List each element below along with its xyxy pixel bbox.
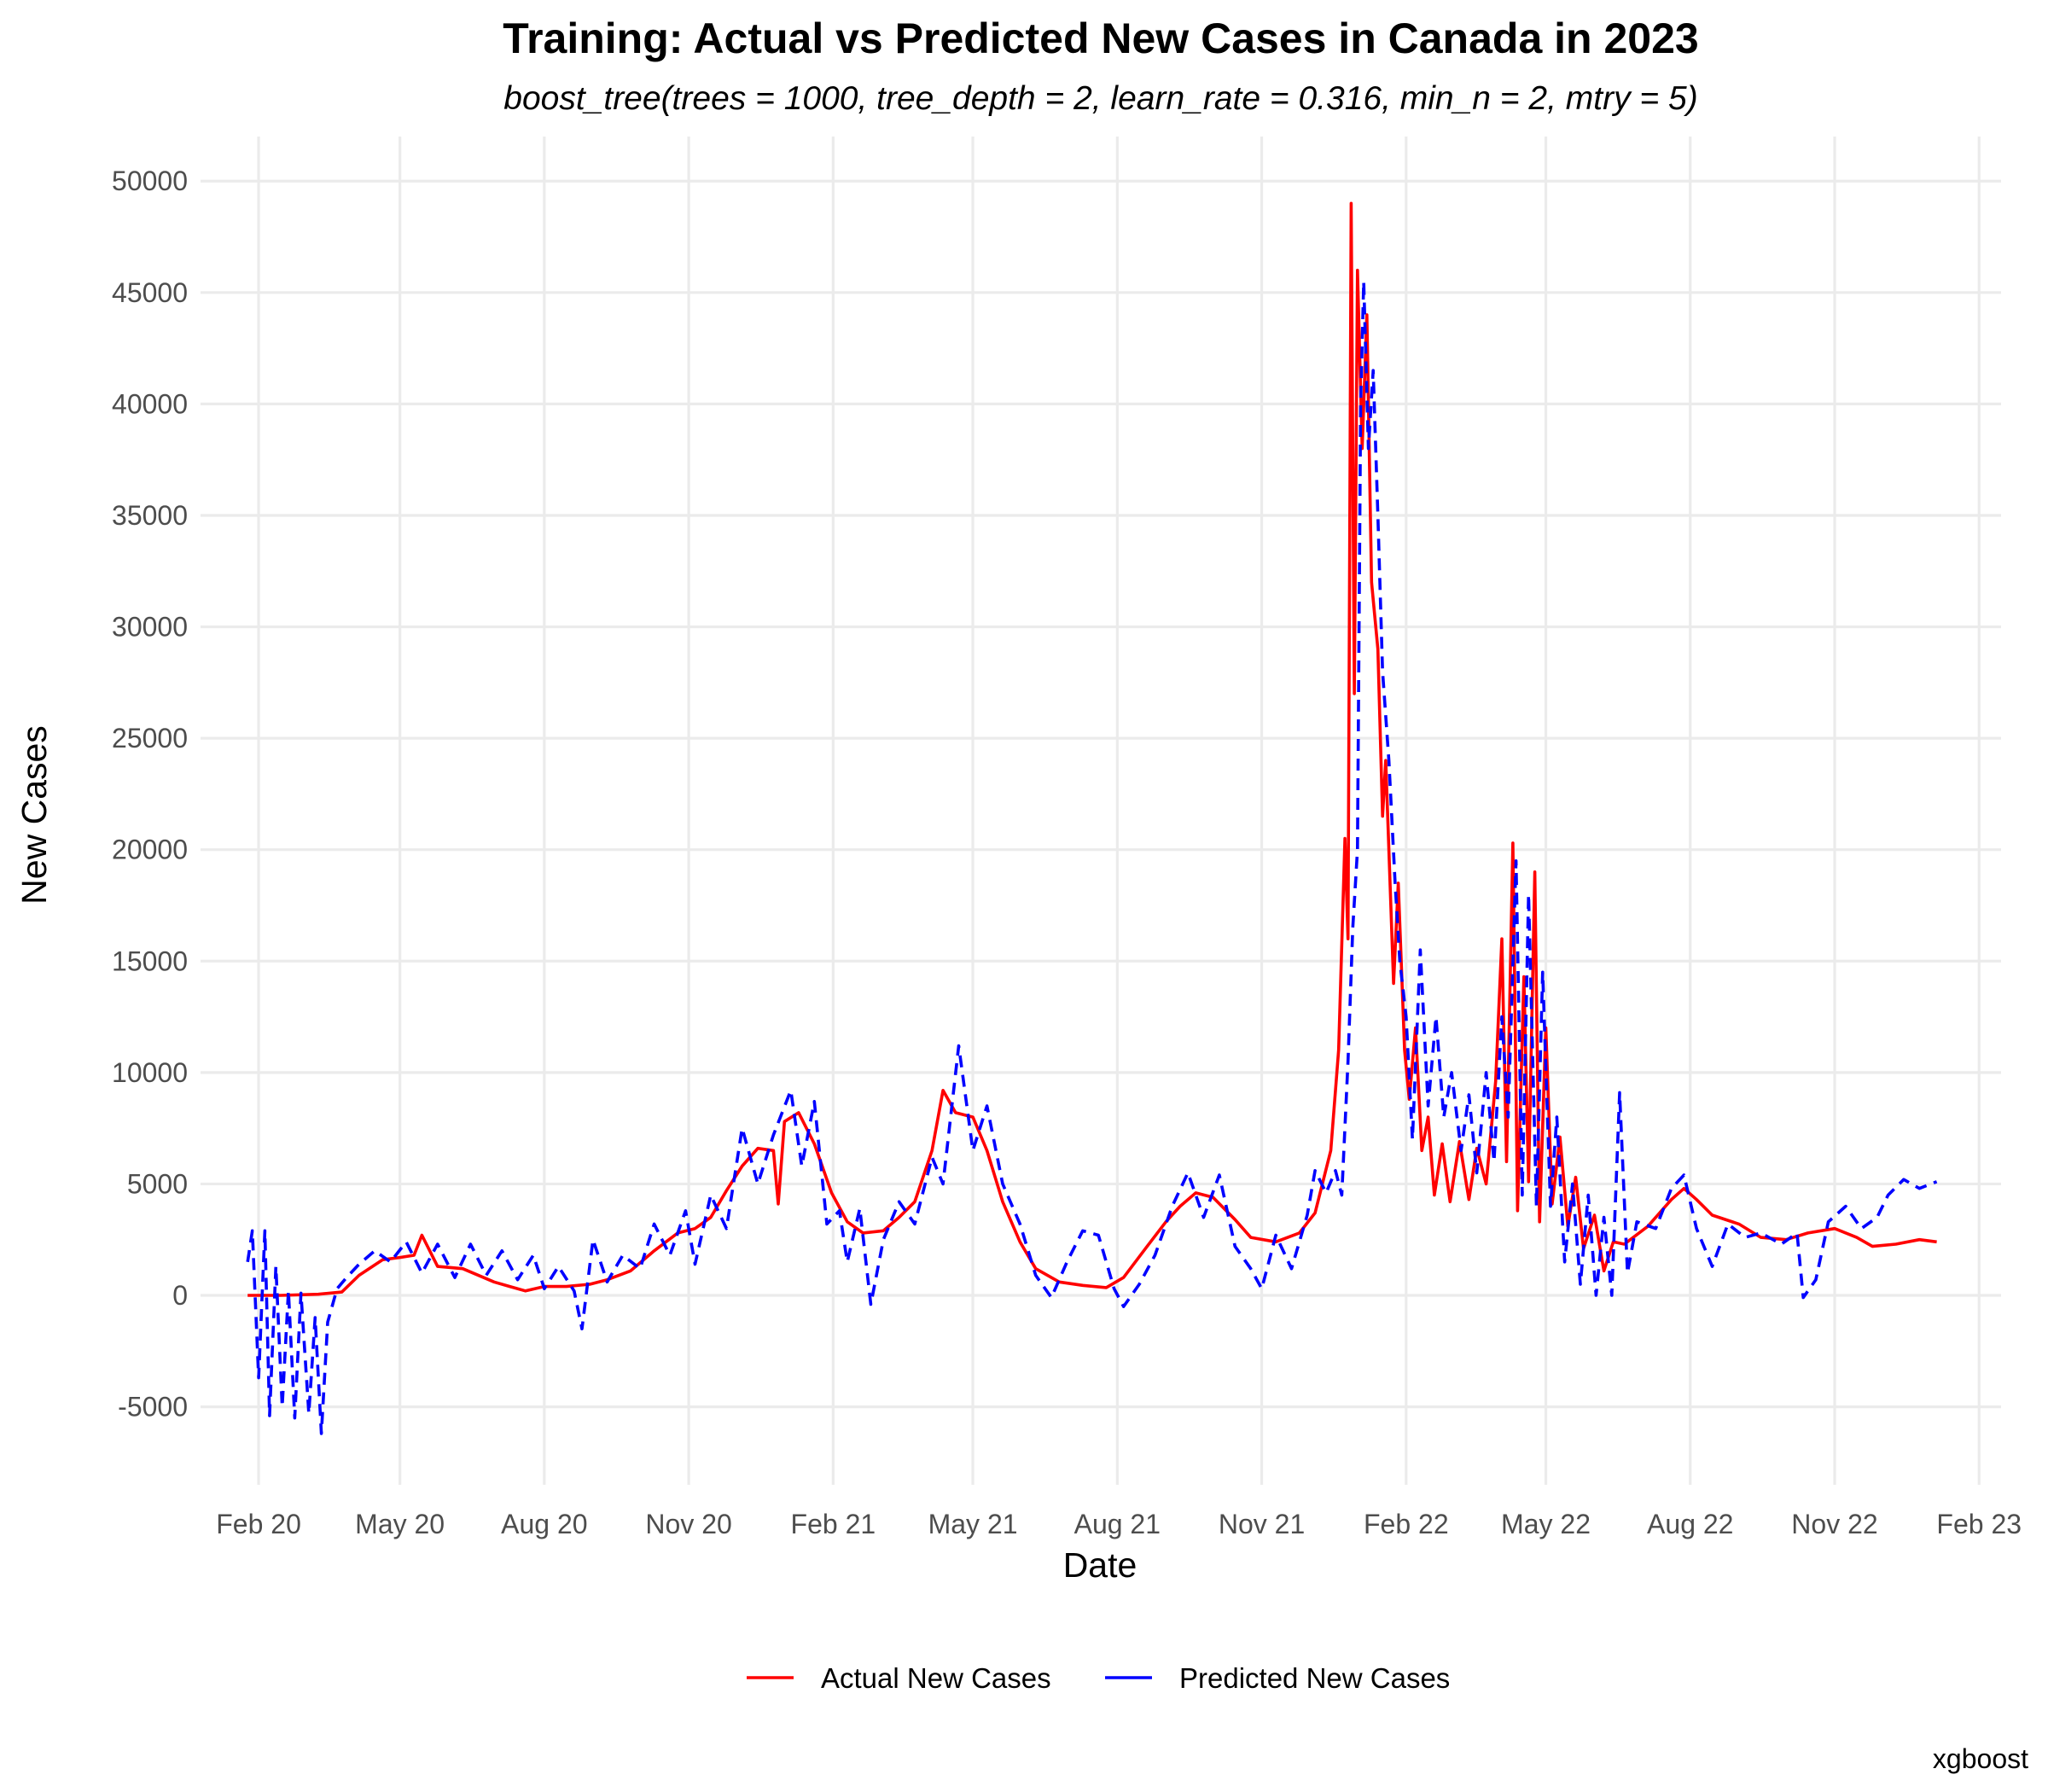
y-tick-label: 10000 xyxy=(112,1057,188,1088)
y-tick-label: 25000 xyxy=(112,723,188,753)
x-tick-label: Nov 22 xyxy=(1791,1509,1877,1539)
x-tick-label: Feb 23 xyxy=(1936,1509,2022,1539)
legend: Actual New Cases Predicted New Cases xyxy=(747,1662,1450,1694)
chart-title: Training: Actual vs Predicted New Cases … xyxy=(503,15,1698,62)
x-tick-label: Nov 21 xyxy=(1219,1509,1305,1539)
series-lines xyxy=(246,201,1938,1435)
series-line-actual xyxy=(247,201,1937,1297)
series-line-predicted xyxy=(246,279,1938,1435)
x-axis-title: Date xyxy=(1063,1545,1137,1585)
chart-caption: xgboost xyxy=(1933,1743,2028,1774)
y-tick-label: 20000 xyxy=(112,835,188,865)
y-tick-label: 5000 xyxy=(127,1168,188,1199)
x-tick-label: Aug 20 xyxy=(501,1509,587,1539)
y-tick-label: 50000 xyxy=(112,166,188,196)
x-tick-label: Feb 22 xyxy=(1364,1509,1449,1539)
chart-subtitle: boost_tree(trees = 1000, tree_depth = 2,… xyxy=(503,80,1697,117)
x-tick-label: May 20 xyxy=(355,1509,445,1539)
y-axis-ticks: -5000 0 5000 10000 15000 20000 25000 30000 35000… xyxy=(112,166,188,1422)
x-tick-label: Aug 22 xyxy=(1647,1509,1733,1539)
y-tick-label: 30000 xyxy=(112,612,188,643)
y-tick-label: 0 xyxy=(172,1280,188,1311)
legend-label-actual: Actual New Cases xyxy=(821,1662,1051,1694)
grid xyxy=(201,137,2001,1485)
y-tick-label: 40000 xyxy=(112,388,188,419)
x-tick-label: Feb 21 xyxy=(791,1509,876,1539)
y-tick-label: 45000 xyxy=(112,277,188,308)
x-tick-label: Feb 20 xyxy=(216,1509,301,1539)
x-tick-label: May 22 xyxy=(1501,1509,1591,1539)
x-tick-label: May 21 xyxy=(928,1509,1018,1539)
y-tick-label: 35000 xyxy=(112,500,188,531)
y-axis-title: New Cases xyxy=(15,725,54,905)
y-tick-label: -5000 xyxy=(118,1392,188,1423)
legend-label-predicted: Predicted New Cases xyxy=(1179,1662,1450,1694)
x-tick-label: Aug 21 xyxy=(1074,1509,1161,1539)
x-tick-label: Nov 20 xyxy=(645,1509,731,1539)
y-tick-label: 15000 xyxy=(112,945,188,976)
x-axis-ticks: Feb 20 May 20 Aug 20 Nov 20 Feb 21 May 21 Aug … xyxy=(216,1509,2022,1539)
